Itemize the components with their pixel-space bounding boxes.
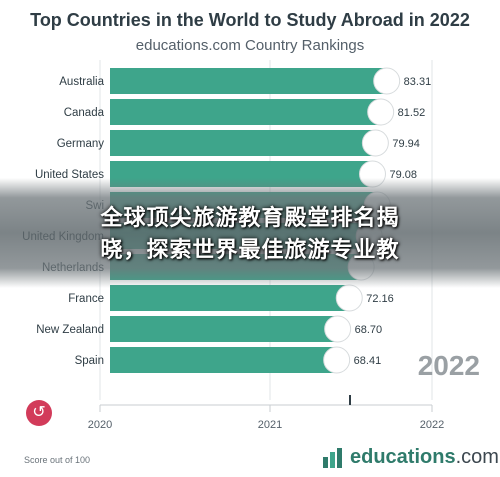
replay-button[interactable]: ↺ <box>26 400 52 426</box>
x-tick-label: 2022 <box>420 419 444 431</box>
brand-logo: educations.com <box>322 446 499 469</box>
flag-icon <box>323 346 351 374</box>
category-label: New Zealand <box>36 324 104 336</box>
x-tick-label: 2020 <box>88 419 112 431</box>
category-label: Spain <box>75 355 104 367</box>
year-watermark: 2022 <box>417 350 480 381</box>
overlay-banner: 全球顶尖旅游教育殿堂排名揭 晓，探索世界最佳旅游专业教 <box>0 178 500 288</box>
brand-suffix: .com <box>455 446 499 468</box>
value-label: 68.41 <box>354 355 382 367</box>
chart-title: Top Countries in the World to Study Abro… <box>30 10 470 30</box>
value-label: 81.52 <box>398 107 426 119</box>
category-label: France <box>68 293 104 305</box>
flag-icon <box>361 129 389 157</box>
bar <box>110 285 353 311</box>
bar <box>110 316 341 342</box>
bar <box>110 68 390 94</box>
x-tick-label: 2021 <box>258 419 282 431</box>
flag-icon <box>373 67 401 95</box>
footnote: Score out of 100 <box>24 455 91 465</box>
chart-subtitle: educations.com Country Rankings <box>135 37 365 54</box>
bar <box>110 130 379 156</box>
value-label: 68.70 <box>355 324 383 336</box>
brand-name: educations <box>350 446 456 468</box>
bar <box>110 99 384 125</box>
category-label: Germany <box>57 138 105 150</box>
bar <box>110 347 340 373</box>
category-label: Canada <box>64 107 105 119</box>
brand-logo-icon <box>323 447 342 468</box>
value-label: 83.31 <box>404 76 432 88</box>
flag-icon <box>335 284 363 312</box>
banner-line-1: 全球顶尖旅游教育殿堂排名揭 <box>100 205 400 230</box>
banner-line-2: 晓，探索世界最佳旅游专业教 <box>100 237 400 262</box>
replay-icon: ↺ <box>32 404 46 421</box>
flag-icon <box>324 315 352 343</box>
category-label: Australia <box>59 76 104 88</box>
value-label: 79.94 <box>392 138 420 150</box>
flag-icon <box>367 98 395 126</box>
value-label: 72.16 <box>366 293 394 305</box>
